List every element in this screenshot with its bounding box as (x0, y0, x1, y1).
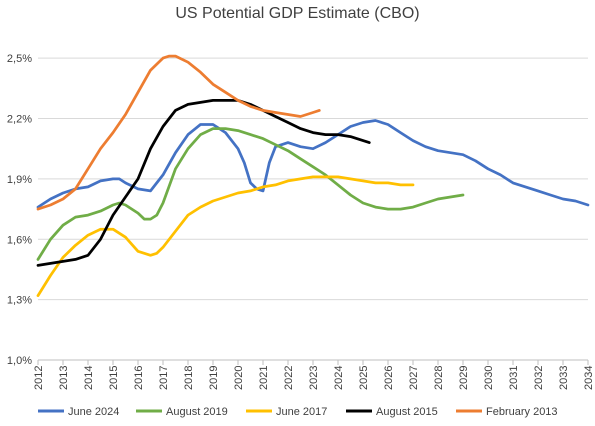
legend-label: June 2017 (276, 406, 327, 418)
x-tick-label: 2017 (158, 366, 170, 390)
x-tick-label: 2016 (133, 366, 145, 390)
x-tick-label: 2031 (508, 366, 520, 390)
x-tick-label: 2012 (33, 366, 45, 390)
x-tick-label: 2014 (83, 366, 95, 390)
x-tick-label: 2026 (383, 366, 395, 390)
series-line-february-2013 (36, 54, 321, 211)
x-tick-label: 2027 (408, 366, 420, 390)
series-line-june-2024 (36, 119, 590, 209)
x-tick-label: 2022 (283, 366, 295, 390)
y-tick-label: 1,6% (7, 234, 32, 246)
series-line-august-2015 (36, 99, 371, 267)
y-tick-label: 1,9% (7, 174, 32, 186)
legend-label: August 2019 (166, 406, 228, 418)
series-line-august-2019 (36, 127, 465, 261)
x-tick-label: 2025 (358, 366, 370, 390)
y-tick-label: 1,3% (7, 295, 32, 307)
x-tick-label: 2023 (308, 366, 320, 390)
x-tick-label: 2015 (108, 366, 120, 390)
y-tick-label: 2,5% (7, 53, 32, 65)
x-tick-label: 2033 (558, 366, 570, 390)
y-tick-label: 2,2% (7, 114, 32, 126)
x-tick-label: 2021 (258, 366, 270, 390)
x-tick-label: 2024 (333, 366, 345, 390)
x-tick-label: 2032 (533, 366, 545, 390)
x-tick-label: 2030 (483, 366, 495, 390)
legend-label: February 2013 (486, 406, 558, 418)
x-tick-label: 2028 (433, 366, 445, 390)
legend-label: August 2015 (376, 406, 438, 418)
x-tick-label: 2013 (58, 366, 70, 390)
legend-label: June 2024 (68, 406, 119, 418)
x-tick-label: 2018 (183, 366, 195, 390)
x-tick-label: 2034 (583, 366, 595, 390)
x-tick-label: 2029 (458, 366, 470, 390)
x-tick-label: 2019 (208, 366, 220, 390)
series-line-june-2017 (36, 175, 415, 297)
chart-title: US Potential GDP Estimate (CBO) (175, 5, 420, 22)
x-tick-label: 2020 (233, 366, 245, 390)
y-tick-label: 1,0% (7, 355, 32, 367)
